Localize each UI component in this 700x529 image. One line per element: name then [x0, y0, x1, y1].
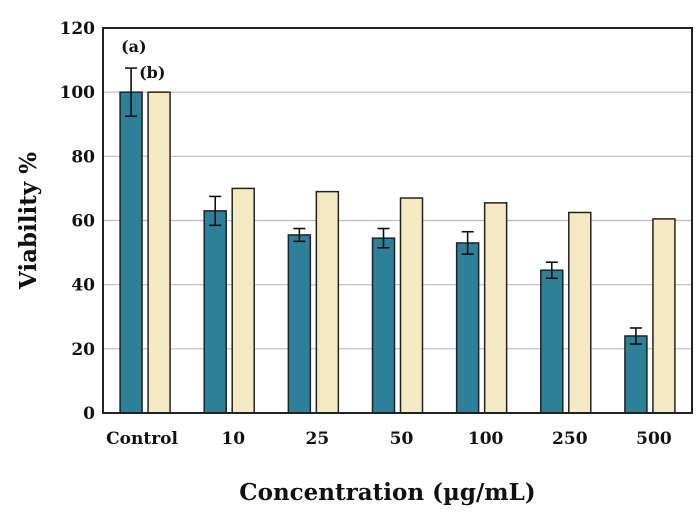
bar-series-b	[483, 202, 508, 414]
bar-series-b	[147, 91, 171, 414]
error-bar	[377, 227, 390, 249]
error-bar	[209, 195, 222, 227]
x-tick-label: 500	[636, 429, 672, 449]
x-tick-label: 50	[390, 429, 414, 449]
series-b-label: (b)	[139, 63, 165, 82]
bar-series-a	[371, 237, 396, 414]
y-tick-label: 40	[71, 276, 95, 296]
bar-series-b	[231, 187, 255, 414]
y-tick-label: 0	[83, 404, 95, 424]
y-tick-label: 80	[71, 147, 95, 167]
x-axis-title: Concentration (µg/mL)	[239, 479, 535, 506]
x-tick-label: 250	[552, 429, 588, 449]
bar-series-b	[399, 197, 424, 414]
error-bar	[293, 227, 306, 243]
bar-series-a	[203, 210, 227, 414]
y-tick-label: 120	[60, 19, 96, 39]
x-tick-labels: Control 10 25 50 100 250 500	[106, 429, 672, 449]
error-bars	[125, 67, 642, 345]
bar-series-a	[624, 335, 648, 414]
error-bar	[545, 261, 558, 280]
x-tick-label: Control	[106, 429, 178, 449]
x-tick-label: 100	[468, 429, 504, 449]
y-tick-labels: 0 20 40 60 80 100 120	[60, 19, 96, 424]
bar-series-a	[540, 269, 564, 414]
bars	[119, 91, 676, 414]
error-bar	[629, 327, 642, 345]
error-bar	[125, 67, 138, 118]
bar-series-a	[287, 234, 312, 414]
y-tick-label: 100	[60, 83, 96, 103]
y-axis-title: Viability %	[15, 152, 42, 290]
bar-series-a	[119, 91, 143, 414]
series-a-label: (a)	[121, 37, 147, 56]
bar-series-a	[455, 242, 480, 414]
plot-frame	[102, 27, 693, 414]
error-bar	[461, 230, 474, 255]
bar-series-b	[568, 211, 592, 414]
x-tick-label: 10	[221, 429, 245, 449]
bar-series-b	[652, 218, 676, 414]
bar-series-b	[315, 190, 340, 414]
gridlines	[103, 91, 692, 350]
y-tick-label: 20	[71, 340, 95, 360]
y-tick-label: 60	[71, 212, 95, 232]
x-tick-label: 25	[306, 429, 330, 449]
